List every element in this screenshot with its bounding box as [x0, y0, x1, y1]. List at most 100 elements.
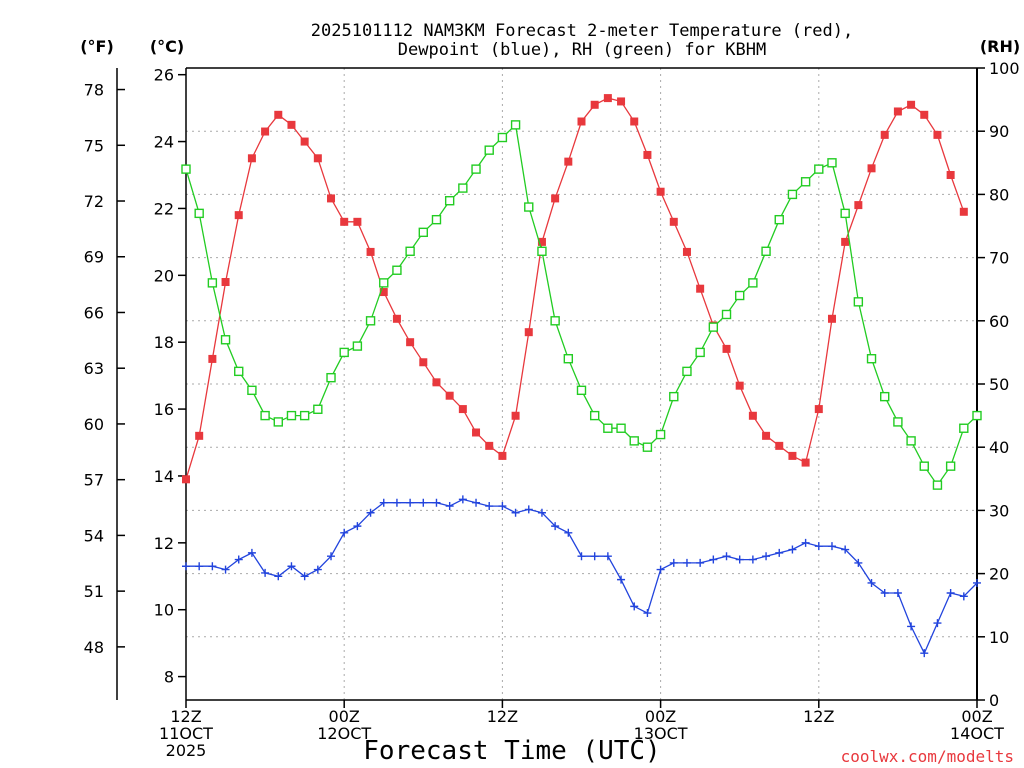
fahrenheit-tick-label: 66: [84, 303, 104, 322]
rh-tick-label: 20: [989, 565, 1009, 584]
data-point: [959, 207, 968, 216]
data-point: [643, 150, 652, 159]
data-point: [287, 120, 296, 129]
data-point: [853, 297, 864, 307]
data-point: [787, 189, 798, 200]
fahrenheit-tick-label: 48: [84, 638, 104, 657]
data-point: [748, 555, 757, 564]
data-point: [814, 164, 824, 174]
data-point: [551, 522, 560, 531]
data-point: [365, 316, 376, 326]
fahrenheit-tick-label: 75: [84, 136, 104, 155]
data-point: [339, 347, 349, 358]
data-point: [656, 187, 665, 196]
series-dewpoint: [182, 495, 981, 658]
data-point: [353, 217, 362, 226]
data-point: [485, 502, 494, 511]
data-point: [867, 578, 876, 587]
data-point: [444, 196, 455, 206]
rh-tick-label: 60: [989, 312, 1009, 331]
data-point: [208, 562, 217, 571]
x-tick-label: 00Z: [645, 707, 676, 726]
chart-axes: [116, 67, 985, 708]
data-point: [273, 417, 283, 427]
data-point: [669, 558, 678, 567]
data-point: [932, 480, 943, 490]
fahrenheit-tick-label: 60: [84, 415, 104, 434]
rh-axis-label: (RH): [980, 37, 1020, 56]
rh-tick-label: 10: [989, 628, 1009, 647]
data-point: [247, 548, 256, 557]
data-point: [933, 619, 942, 628]
x-tick-label: 12Z: [170, 707, 201, 726]
fahrenheit-tick-label: 51: [84, 582, 104, 601]
x-tick-label: 12Z: [803, 707, 834, 726]
data-point: [537, 246, 547, 256]
data-point: [748, 411, 757, 420]
rh-tick-label: 50: [989, 375, 1009, 394]
data-point: [762, 552, 771, 561]
data-point: [867, 164, 876, 173]
data-point: [893, 107, 902, 116]
data-point: [708, 322, 719, 332]
data-point: [590, 100, 599, 109]
data-point: [299, 410, 310, 421]
series-rh: [181, 120, 982, 490]
rh-tick-label: 100: [989, 59, 1020, 78]
data-point: [630, 117, 639, 126]
data-point: [577, 117, 586, 126]
data-point: [458, 405, 467, 414]
data-point: [418, 227, 428, 238]
data-point: [406, 338, 415, 347]
data-point: [682, 366, 692, 377]
title-line-2: Dewpoint (blue), RH (green) for KBHM: [398, 40, 766, 60]
data-point: [695, 347, 705, 358]
data-point: [484, 145, 494, 155]
data-point: [234, 211, 243, 220]
data-point: [564, 157, 573, 166]
data-point: [656, 565, 665, 574]
x-tick-label: 12Z: [487, 707, 518, 726]
data-point: [220, 335, 231, 345]
data-point: [419, 498, 428, 507]
data-point: [827, 542, 836, 551]
data-point: [537, 508, 546, 517]
data-point: [327, 194, 336, 203]
data-point: [234, 555, 243, 564]
data-point: [313, 565, 322, 574]
data-point: [524, 505, 533, 514]
data-point: [603, 552, 612, 561]
data-point: [577, 552, 586, 561]
data-point: [774, 214, 784, 225]
data-point: [510, 120, 521, 130]
data-point: [221, 278, 230, 287]
data-point: [260, 410, 270, 421]
data-point: [208, 354, 217, 363]
data-point: [603, 423, 613, 433]
data-point: [576, 385, 587, 396]
data-point: [946, 171, 955, 180]
celsius-tick-label: 26: [154, 66, 174, 85]
data-point: [920, 649, 929, 658]
data-point: [735, 290, 745, 301]
data-point: [498, 502, 507, 511]
data-point: [261, 568, 270, 577]
data-point: [866, 354, 877, 364]
data-point: [682, 558, 691, 567]
data-point: [313, 154, 322, 163]
data-point: [788, 545, 797, 554]
data-point: [550, 316, 560, 326]
data-point: [959, 592, 968, 601]
data-point: [353, 522, 362, 531]
data-point: [458, 495, 467, 504]
data-point: [696, 558, 705, 567]
data-point: [933, 130, 942, 139]
data-point: [524, 202, 534, 212]
data-point: [207, 278, 218, 288]
grid-lines: [186, 68, 977, 700]
celsius-tick-label: 22: [154, 199, 174, 218]
series-2-meter-temperature: [182, 94, 968, 484]
data-point: [589, 410, 600, 421]
data-point: [907, 100, 916, 109]
